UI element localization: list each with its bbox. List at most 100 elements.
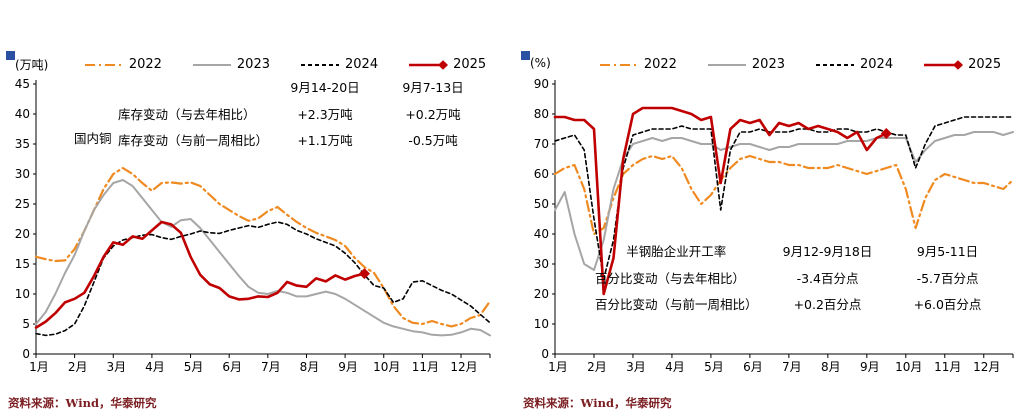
x-tick-label: 7月	[782, 360, 802, 374]
x-tick-label: 10月	[373, 360, 400, 374]
y-tick-label: 60	[534, 167, 549, 181]
source-note: 资料来源：Wind，华泰研究	[8, 396, 157, 410]
legend-item-2024: 2024	[300, 57, 378, 72]
y-tick-label: 70	[534, 137, 549, 151]
x-tick-label: 8月	[300, 360, 320, 374]
y-tick-label: 15	[15, 257, 30, 271]
y-tick-label: 90	[534, 77, 549, 91]
annotation-col-header: 9月7-13日	[402, 80, 464, 95]
series-2025-end-marker-icon	[880, 128, 892, 139]
y-tick-label: 80	[534, 107, 549, 121]
x-tick-label: 11月	[934, 360, 961, 374]
legend-label: 2024	[345, 57, 379, 72]
y-axis-unit-label: (万吨)	[15, 58, 49, 72]
legend: 2022 2023 2024 2025	[515, 57, 1030, 72]
x-tick-label: 12月	[973, 360, 1000, 374]
legend-line-sample-icon	[84, 63, 123, 66]
legend-item-2025: 2025	[408, 57, 486, 72]
legend-line-diamond-sample-icon	[924, 59, 964, 70]
y-tick-label: 0	[22, 347, 30, 361]
x-tick-label: 7月	[261, 360, 281, 374]
annotation-value: +6.0百分点	[913, 297, 982, 313]
chart-panel-copper-inventory: (万吨) 2022 2023 2024 2025 0 5 10 15 20 25 30 35 4…	[0, 51, 515, 410]
x-tick-label: 1月	[548, 360, 568, 374]
x-tick-label: 4月	[665, 360, 685, 374]
chart-panel-tire-operating-rate: (%) 2022 2023 2024 2025 0 10 20 30 40 50 60 70 8…	[515, 0, 1030, 416]
y-tick-label: 40	[15, 107, 30, 121]
y-tick-label: 0	[541, 347, 549, 361]
legend-item-2025: 2025	[923, 57, 1001, 72]
x-tick-label: 10月	[895, 360, 922, 374]
legend-line-sample-icon	[192, 63, 231, 66]
annotation-row-label: 百分比变动（与前一周相比）	[595, 297, 758, 313]
series-2025-line	[553, 106, 888, 296]
legend-item-2022: 2022	[599, 57, 677, 72]
y-tick-label: 5	[22, 317, 30, 331]
legend-line-diamond-sample-icon	[409, 59, 449, 70]
annotation-title	[118, 80, 268, 96]
series-2022-line	[34, 166, 492, 328]
line-chart-tire-operating-rate: 0 10 20 30 40 50 60 70 80 90 1月 2月 3月 4月 5月 6月 7月 8月 9月 10月…	[534, 77, 1015, 374]
annotation-value: +0.2万吨	[405, 106, 461, 122]
series-2024-line	[35, 221, 491, 337]
y-tick-label: 10	[534, 317, 549, 331]
annotation-value: -3.4百分点	[796, 270, 859, 286]
legend-line-sample-icon	[599, 63, 638, 66]
section-bullet-icon	[6, 51, 15, 60]
legend: 2022 2023 2024 2025	[0, 57, 515, 72]
annotation-table: 半钢胎企业开工率 9月12-9月18日 9月5-11日 百分比变动（与去年相比）…	[595, 244, 998, 313]
y-tick-label: 30	[15, 167, 30, 181]
x-tick-label: 9月	[860, 360, 880, 374]
y-tick-label: 10	[15, 287, 30, 301]
legend-item-2023: 2023	[192, 57, 270, 72]
annotation-row-label: 库存变动（与去年相比）	[118, 106, 256, 122]
x-tick-label: 2月	[587, 360, 607, 374]
y-tick-label: 35	[15, 137, 30, 151]
y-tick-label: 25	[15, 197, 30, 211]
series-2023-line	[554, 131, 1014, 271]
line-chart-copper-inventory: 0 5 10 15 20 25 30 35 40 45 1月 2月 3月 4月 5月 6月 7月 8月 9月 10月 1…	[15, 77, 492, 374]
y-tick-label: 45	[15, 77, 30, 91]
legend-line-sample-icon	[301, 63, 339, 66]
legend-item-2023: 2023	[707, 57, 785, 72]
legend-label: 2025	[968, 57, 1002, 72]
legend-label: 2023	[236, 57, 270, 72]
x-tick-label: 6月	[743, 360, 763, 374]
annotation-col-header: 9月5-11日	[916, 244, 979, 259]
annotation-title: 半钢胎企业开工率	[626, 244, 727, 259]
legend-label: 2024	[860, 57, 894, 72]
x-tick-label: 12月	[450, 360, 477, 374]
x-tick-label: 11月	[412, 360, 439, 374]
annotation-value: +2.3万吨	[297, 106, 353, 122]
y-tick-label: 50	[534, 197, 549, 211]
annotation-row-label: 百分比变动（与去年相比）	[595, 270, 746, 286]
source-note: 资料来源：Wind，华泰研究	[523, 396, 672, 410]
annotation-value: +1.1万吨	[297, 133, 353, 149]
series-2023-line	[35, 179, 491, 337]
annotation-col-header: 9月14-20日	[290, 80, 360, 95]
series-2024-line	[554, 116, 1014, 280]
series-2022-line	[553, 154, 1015, 236]
y-axis-unit-label: (%)	[530, 56, 551, 70]
annotation-value: +0.2百分点	[793, 297, 862, 313]
x-tick-label: 3月	[106, 360, 126, 374]
legend-label: 2023	[751, 57, 785, 72]
legend-label: 2025	[453, 57, 487, 72]
y-tick-label: 20	[534, 287, 549, 301]
annotation-value: -0.5万吨	[408, 133, 458, 149]
series-2025-line	[34, 220, 366, 329]
annotation-value: -5.7百分点	[916, 270, 979, 286]
x-tick-label: 9月	[338, 360, 358, 374]
legend-item-2024: 2024	[815, 57, 893, 72]
section-bullet-icon	[521, 51, 530, 60]
y-tick-label: 20	[15, 227, 30, 241]
annotation-row-label: 库存变动（与前一周相比）	[118, 133, 269, 149]
annotation-table: 9月14-20日 9月7-13日 库存变动（与去年相比） +2.3万吨 +0.2…	[118, 80, 484, 149]
legend-item-2022: 2022	[84, 57, 162, 72]
series-float-label: 国内铜	[74, 131, 112, 146]
x-tick-label: 1月	[29, 360, 49, 374]
y-tick-label: 40	[534, 227, 549, 241]
annotation-col-header: 9月12-9月18日	[782, 244, 873, 259]
series-2025-end-marker-icon	[358, 268, 370, 280]
